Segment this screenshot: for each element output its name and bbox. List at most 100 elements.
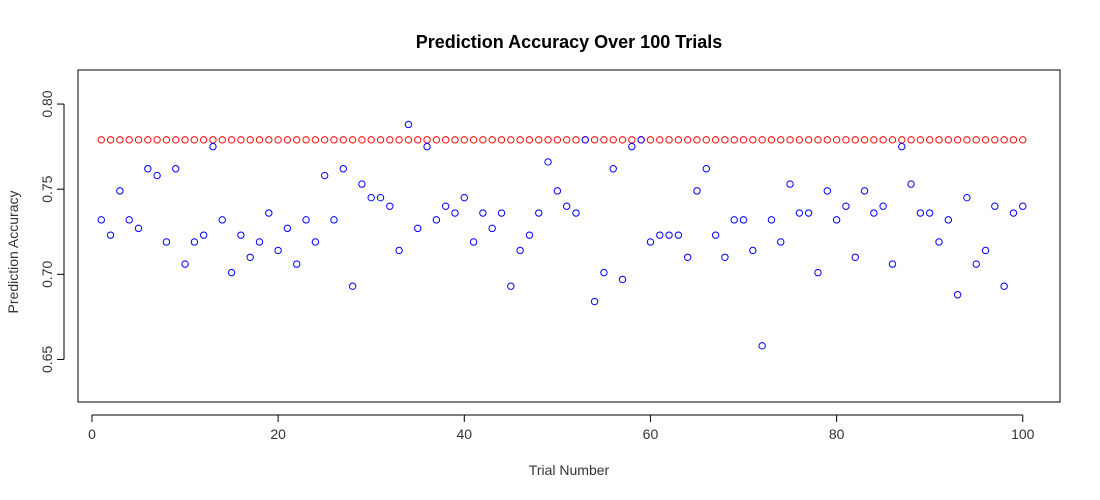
data-point [479,136,487,144]
data-point [656,231,664,239]
y-axis: 0.65 0.70 0.75 0.80 [39,90,65,373]
x-axis: 0 20 40 60 80 100 [88,414,1035,442]
data-point [711,136,720,144]
data-point [283,136,292,144]
data-point [572,136,580,144]
data-point [404,136,413,144]
data-point [162,136,171,144]
data-point [804,209,813,217]
data-point [460,136,468,144]
data-point [293,260,301,268]
data-point [209,136,217,144]
data-point [199,136,208,144]
data-points [97,120,1027,350]
data-point [227,136,236,144]
data-point [562,202,571,210]
data-point [190,136,199,144]
data-point [348,282,357,290]
data-point [562,136,571,144]
data-point [972,136,980,144]
data-point [683,253,692,261]
data-point [376,193,385,202]
data-point [963,136,971,144]
data-point [134,136,143,144]
plot-frame [77,69,1061,403]
data-point [181,260,189,268]
data-point [237,136,245,144]
data-point [823,136,831,144]
data-point [898,136,906,144]
data-point [879,136,887,144]
data-point [637,136,645,144]
data-point [441,202,450,210]
data-point [1009,209,1018,217]
data-point [590,297,599,306]
data-point [739,136,748,144]
x-axis-label: Trial Number [529,462,610,478]
data-point [842,136,850,144]
data-point [535,136,543,144]
data-point [460,193,468,202]
data-point [432,136,441,144]
data-point [441,136,450,144]
data-point [348,136,357,144]
data-point [153,136,161,144]
data-point [414,136,422,144]
data-point [386,136,394,144]
data-point [767,216,776,224]
data-point [944,136,953,144]
data-point [525,231,534,239]
data-point [469,238,478,246]
data-point [172,165,180,173]
data-point [293,136,301,144]
data-point [860,187,869,195]
data-point [116,187,124,195]
data-point [646,136,655,144]
data-point [981,136,990,144]
data-point [786,180,794,188]
data-point [190,238,199,246]
data-point [590,136,599,144]
data-point [395,136,403,144]
data-point [553,136,562,144]
data-point [683,136,692,144]
data-point [507,282,515,290]
data-point [916,209,925,217]
data-point [777,238,785,246]
data-point [144,165,152,173]
data-point [572,209,580,217]
data-point [618,136,627,144]
x-tick-label: 40 [456,426,472,442]
data-point [488,224,496,233]
data-point [358,136,366,144]
data-point [125,136,133,144]
data-point [665,136,673,144]
data-point [795,209,804,217]
data-point [432,216,441,224]
data-point [953,291,962,299]
data-point [618,275,627,284]
data-point [525,136,534,144]
data-point [218,136,226,144]
x-tick-label: 100 [1011,426,1035,442]
data-point [702,165,710,173]
data-point [423,142,431,151]
data-point [870,136,878,144]
data-point [367,136,375,144]
data-point [274,136,282,144]
data-point [814,136,822,144]
data-point [600,268,608,277]
data-point [302,136,310,144]
data-point [898,142,906,151]
data-point [320,136,329,144]
data-point [1000,282,1008,290]
data-point [879,202,887,210]
data-point [274,246,282,255]
data-point [786,136,794,144]
data-point [609,136,617,144]
data-point [283,224,292,233]
data-point [767,136,776,144]
data-point [367,193,375,202]
data-point [1009,136,1018,144]
data-point [330,136,338,144]
